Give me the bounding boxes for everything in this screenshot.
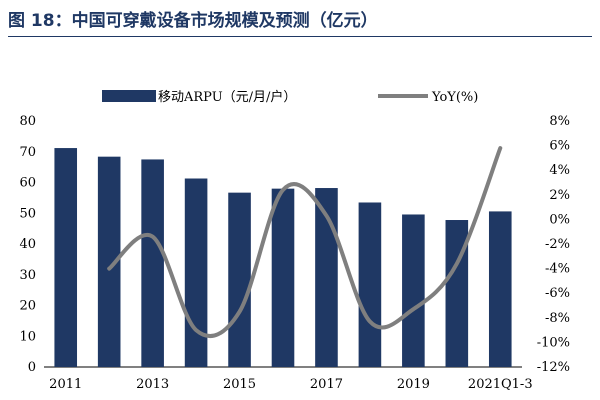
right-tick-label: -12%: [537, 360, 570, 375]
left-tick-label: 50: [19, 206, 36, 221]
x-tick-label: 2015: [223, 377, 256, 392]
legend: 移动ARPU（元/月/户） YoY(%): [102, 89, 478, 105]
figure-title-bar: 图 18：中国可穿戴设备市场规模及预测（亿元）: [0, 0, 600, 38]
right-tick-label: 8%: [549, 114, 570, 129]
bar: [141, 159, 164, 367]
bar: [97, 156, 121, 367]
title-underline: [8, 36, 592, 37]
left-y-axis: 0 10 20 30 40 50 60 70 80: [19, 114, 36, 375]
left-tick-label: 60: [19, 176, 36, 191]
right-tick-label: -2%: [545, 237, 570, 252]
bar: [315, 188, 338, 367]
right-tick-label: 2%: [549, 188, 570, 203]
left-tick-label: 80: [19, 114, 36, 129]
x-tick-label: 2017: [310, 377, 343, 392]
right-tick-label: 0%: [549, 212, 570, 227]
bar: [488, 211, 512, 367]
right-tick-label: -6%: [545, 286, 570, 301]
bar: [184, 178, 208, 367]
left-tick-label: 40: [19, 237, 36, 252]
right-tick-label: -8%: [545, 311, 570, 326]
x-tick-label: 2021Q1-3: [468, 377, 533, 392]
bar: [358, 202, 382, 367]
bar-series: [54, 148, 512, 367]
bar: [445, 220, 469, 367]
left-tick-label: 20: [19, 299, 36, 314]
x-tick-label: 2011: [49, 377, 82, 392]
right-tick-label: 6%: [549, 139, 570, 154]
x-tick-label: 2019: [397, 377, 430, 392]
left-tick-label: 30: [19, 268, 36, 283]
x-tick-label: 2013: [136, 377, 169, 392]
bar: [402, 214, 425, 367]
right-tick-label: -4%: [545, 262, 570, 277]
right-tick-label: -10%: [537, 335, 570, 350]
bar: [271, 188, 295, 367]
left-tick-label: 10: [19, 329, 36, 344]
right-tick-label: 4%: [549, 163, 570, 178]
figure-title: 图 18：中国可穿戴设备市场规模及预测（亿元）: [8, 11, 378, 31]
right-y-axis: -12% -10% -8% -6% -4% -2% 0% 2% 4% 6% 8%: [537, 114, 570, 375]
left-tick-label: 70: [19, 145, 36, 160]
left-tick-label: 0: [28, 360, 36, 375]
legend-label-bar: 移动ARPU（元/月/户）: [158, 89, 296, 105]
line-series: [107, 146, 503, 338]
bar: [228, 192, 251, 367]
bar: [54, 148, 78, 367]
x-axis: 2011 2013 2015 2017 2019 2021Q1-3: [44, 366, 533, 392]
yoy-line: [107, 146, 503, 338]
legend-label-line: YoY(%): [431, 90, 478, 105]
legend-swatch-bar: [102, 90, 156, 102]
